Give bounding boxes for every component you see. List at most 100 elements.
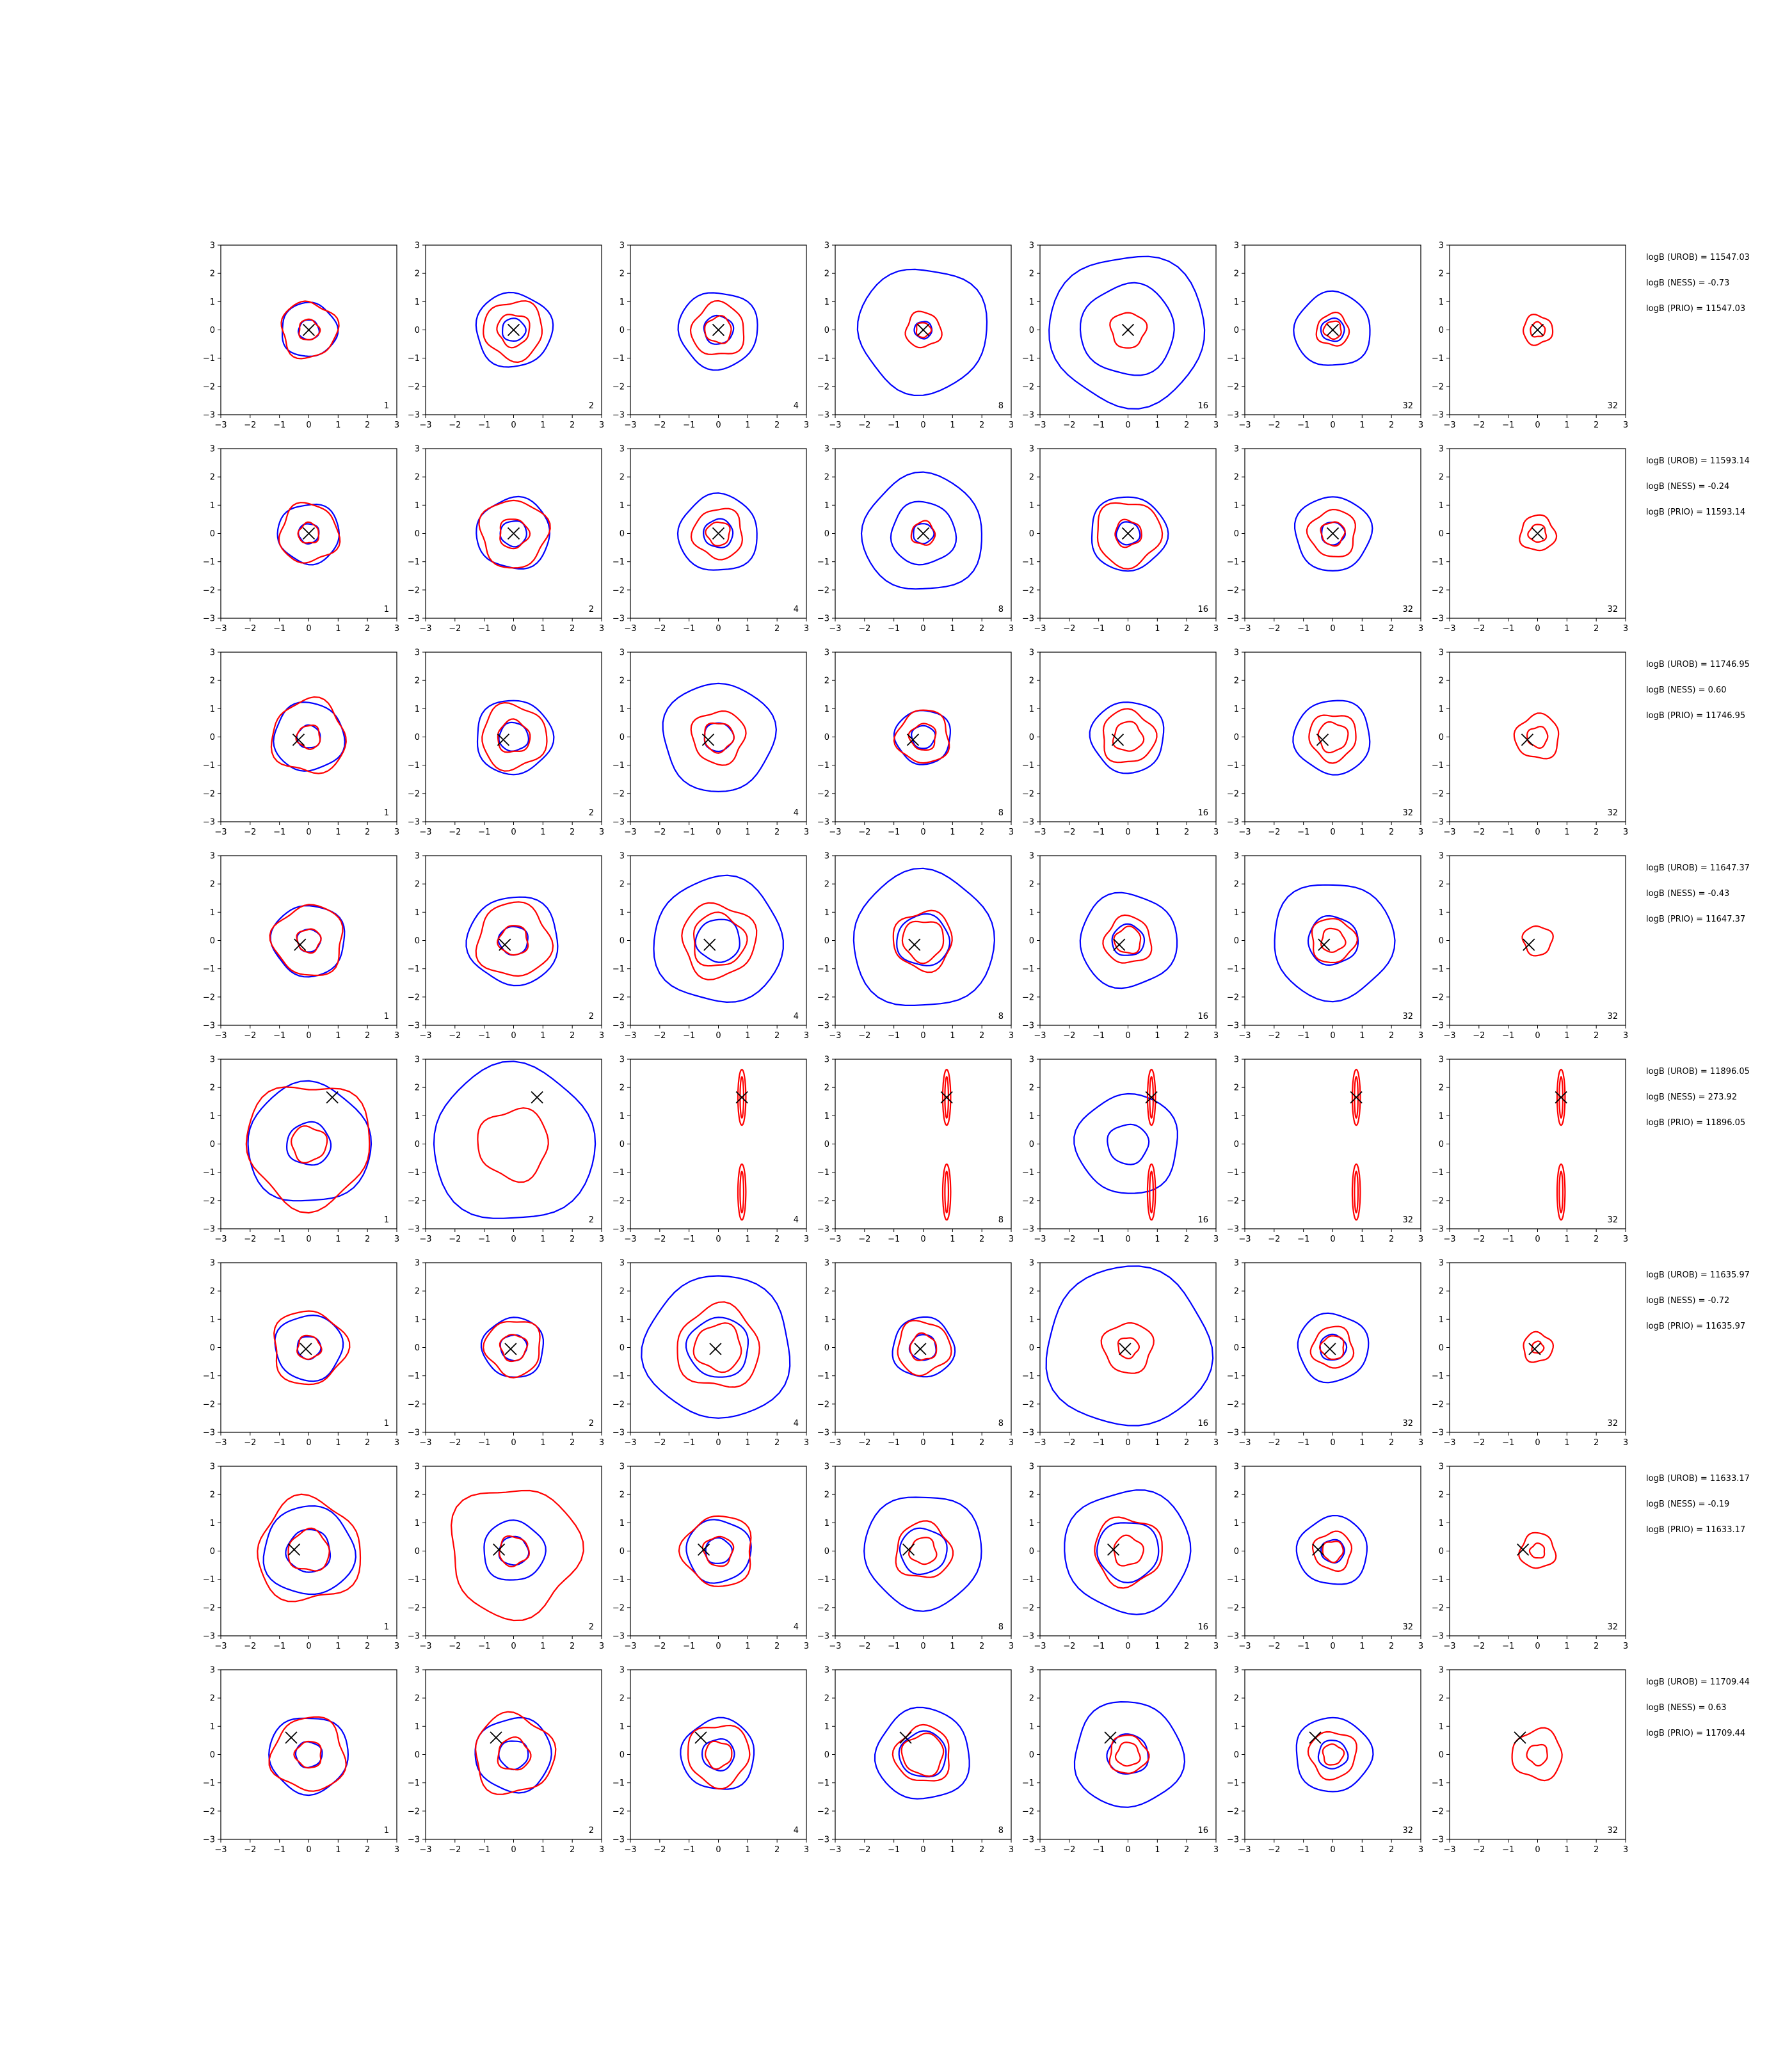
y-tick-label: 1	[1234, 501, 1239, 511]
x-tick-label: −1	[1092, 828, 1105, 837]
x-tick-label: −2	[244, 420, 256, 430]
true-parameter-marker	[1516, 1543, 1530, 1556]
x-tick-label: 3	[1418, 1845, 1423, 1855]
y-tick-label: −1	[1227, 1372, 1239, 1381]
y-tick-label: −2	[1022, 1196, 1034, 1206]
x-tick-label: 3	[804, 624, 809, 634]
x-tick-label: 2	[979, 1235, 984, 1244]
x-tick-label: 0	[1125, 624, 1130, 634]
y-tick-label: 0	[1029, 1750, 1034, 1760]
subplot-r8-c5: −3−3 −2 −2 −1 −1 0 0 1 1 2 2 3 3 16	[1022, 1666, 1219, 1855]
x-tick-label: 0	[306, 828, 311, 837]
y-tick-label: 0	[620, 326, 625, 335]
x-tick-label: −2	[1268, 828, 1280, 837]
x-tick-label: −2	[653, 1031, 666, 1041]
y-tick-label: −2	[1022, 382, 1034, 392]
y-tick-label: −3	[612, 1632, 625, 1642]
y-tick-label: 2	[824, 1287, 829, 1297]
x-tick-label: 1	[745, 1845, 750, 1855]
red-contour	[1311, 1530, 1353, 1572]
k-label: 8	[998, 1012, 1004, 1021]
axes-frame	[835, 1669, 1012, 1840]
y-tick-label: 0	[210, 936, 215, 946]
x-tick-label: 0	[306, 624, 311, 634]
k-label: 16	[1197, 401, 1208, 411]
true-parameter-marker	[1326, 323, 1340, 337]
blue-contour	[874, 1706, 970, 1800]
red-contour	[893, 709, 950, 764]
y-tick-label: 0	[1234, 326, 1239, 335]
blue-contour	[1320, 1539, 1345, 1564]
red-contour	[1146, 1163, 1156, 1221]
x-tick-label: 2	[774, 624, 780, 634]
y-tick-label: −1	[1022, 354, 1034, 364]
y-tick-label: −3	[817, 1428, 829, 1438]
y-tick-label: 2	[415, 1694, 420, 1704]
blue-contour	[483, 1519, 547, 1581]
subplot-r4-c7: −3−3 −2 −2 −1 −1 0 0 1 1 2 2 3 3 32	[1432, 852, 1628, 1041]
y-tick-label: 3	[1234, 1462, 1239, 1472]
x-tick-label: 0	[1125, 828, 1130, 837]
y-tick-label: 0	[1234, 529, 1239, 539]
y-tick-label: 0	[415, 733, 420, 742]
y-tick-label: 2	[1234, 1491, 1239, 1500]
x-tick-label: −3	[419, 624, 431, 634]
x-tick-label: 1	[1359, 1235, 1364, 1244]
x-tick-label: 0	[306, 1438, 311, 1448]
y-tick-label: 2	[210, 473, 215, 483]
y-tick-label: −3	[203, 614, 215, 624]
x-tick-label: −3	[1443, 420, 1455, 430]
red-contour	[909, 1332, 938, 1361]
x-tick-label: 2	[365, 1438, 370, 1448]
y-tick-label: −2	[1022, 1603, 1034, 1613]
x-tick-label: 3	[1213, 1235, 1219, 1244]
subplot-r7-c3: −3−3 −2 −2 −1 −1 0 0 1 1 2 2 3 3 4	[612, 1462, 809, 1652]
x-tick-label: 3	[599, 1438, 604, 1448]
x-tick-label: −3	[624, 1031, 636, 1041]
x-tick-label: −2	[1063, 1031, 1075, 1041]
x-tick-label: 2	[1594, 1438, 1599, 1448]
k-label: 2	[589, 605, 594, 614]
red-contour	[689, 300, 745, 355]
red-contour	[1558, 1171, 1564, 1214]
x-tick-label: 1	[950, 1642, 955, 1651]
subplot-r5-c7: −3−3 −2 −2 −1 −1 0 0 1 1 2 2 3 3 32	[1432, 1055, 1628, 1245]
x-tick-label: 0	[306, 1235, 311, 1244]
x-tick-label: 3	[1418, 624, 1423, 634]
y-tick-label: 1	[1234, 1722, 1239, 1732]
true-parameter-marker	[285, 1731, 298, 1744]
x-tick-label: 0	[716, 1031, 721, 1041]
y-tick-label: 1	[210, 1722, 215, 1732]
y-tick-label: 1	[824, 1112, 829, 1121]
red-contour	[1114, 518, 1142, 548]
blue-contour	[1079, 282, 1175, 376]
k-label: 8	[998, 1622, 1004, 1632]
y-tick-label: 0	[1439, 733, 1444, 742]
y-tick-label: 1	[620, 1722, 625, 1732]
blue-contour	[1111, 923, 1146, 956]
y-tick-label: −3	[1432, 1428, 1444, 1438]
y-tick-label: 0	[415, 1547, 420, 1556]
x-tick-label: 3	[1213, 1438, 1219, 1448]
red-contour	[904, 310, 943, 349]
x-tick-label: 1	[540, 1438, 545, 1448]
blue-contour	[653, 874, 784, 1004]
x-tick-label: 3	[394, 624, 399, 634]
blue-contour	[433, 1060, 596, 1219]
y-tick-label: −2	[817, 1603, 829, 1613]
x-tick-label: −1	[1502, 624, 1514, 634]
x-tick-label: 3	[1009, 624, 1014, 634]
x-tick-label: 0	[1330, 1438, 1335, 1448]
x-tick-label: −1	[683, 1031, 695, 1041]
x-tick-label: 2	[774, 1438, 780, 1448]
y-tick-label: −3	[408, 1428, 420, 1438]
x-tick-label: 2	[365, 1235, 370, 1244]
subplot-r5-c5: −3−3 −2 −2 −1 −1 0 0 1 1 2 2 3 3 16	[1022, 1055, 1219, 1245]
y-tick-label: 3	[620, 241, 625, 251]
y-tick-label: 3	[1234, 241, 1239, 251]
y-tick-label: 0	[620, 1547, 625, 1556]
y-tick-label: −3	[817, 1632, 829, 1642]
y-tick-label: 2	[415, 880, 420, 890]
y-tick-label: −1	[1227, 557, 1239, 567]
subplot-r1-c7: −3−3 −2 −2 −1 −1 0 0 1 1 2 2 3 3 32	[1432, 241, 1628, 431]
